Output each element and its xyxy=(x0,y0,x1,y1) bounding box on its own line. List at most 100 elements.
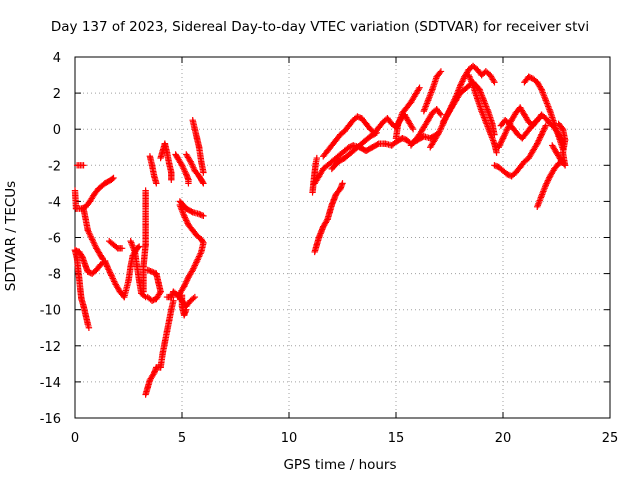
x-tick-label: 0 xyxy=(71,431,79,446)
data-point xyxy=(323,217,330,225)
data-point xyxy=(459,78,466,85)
data-point xyxy=(191,262,199,269)
data-point xyxy=(194,256,201,263)
data-point xyxy=(195,210,203,218)
data-point xyxy=(436,128,443,135)
data-point xyxy=(181,214,189,221)
data-point xyxy=(180,165,187,172)
data-point xyxy=(144,266,151,274)
plot-frame xyxy=(74,56,611,419)
data-point xyxy=(105,266,112,273)
data-point xyxy=(192,260,199,268)
data-point xyxy=(536,135,543,143)
data-point xyxy=(183,306,190,313)
data-point xyxy=(185,180,192,187)
data-point xyxy=(200,212,207,220)
data-point xyxy=(537,84,544,92)
data-point xyxy=(110,276,117,284)
data-point xyxy=(491,79,498,86)
y-tick-label: -4 xyxy=(48,195,61,210)
data-point xyxy=(495,144,502,151)
y-axis-label: SDTVAR / TECUs xyxy=(3,180,19,292)
data-point xyxy=(539,129,546,137)
data-point xyxy=(526,74,534,81)
data-point xyxy=(84,268,92,275)
data-point xyxy=(496,142,503,149)
data-point xyxy=(457,82,464,90)
data-point xyxy=(199,178,206,186)
data-point xyxy=(536,115,543,122)
data-point xyxy=(525,73,532,81)
data-point xyxy=(541,123,549,131)
data-point xyxy=(492,162,500,170)
data-point xyxy=(499,136,506,143)
data-point xyxy=(107,270,114,278)
data-point xyxy=(504,126,511,133)
data-point xyxy=(542,181,549,189)
data-point xyxy=(409,126,417,133)
y-tick-label: -14 xyxy=(40,376,61,391)
data-point xyxy=(543,180,550,187)
data-point xyxy=(183,218,191,226)
data-point xyxy=(355,113,363,121)
data-point xyxy=(188,159,195,167)
data-point xyxy=(85,228,92,235)
data-point xyxy=(195,253,203,260)
data-point xyxy=(183,277,191,284)
data-point xyxy=(181,168,189,175)
data-point xyxy=(502,129,510,136)
data-point xyxy=(496,141,504,148)
data-point xyxy=(541,125,548,132)
data-point xyxy=(183,278,190,285)
data-point xyxy=(196,251,204,259)
data-point xyxy=(539,128,547,135)
data-point xyxy=(416,84,423,91)
data-point xyxy=(136,243,143,250)
data-point xyxy=(145,295,153,302)
data-point xyxy=(150,296,157,304)
x-axis-label: GPS time / hours xyxy=(283,457,397,473)
data-point xyxy=(198,248,205,256)
data-point xyxy=(179,163,186,171)
data-point xyxy=(537,132,545,140)
data-point xyxy=(103,263,111,270)
data-point xyxy=(457,81,465,88)
data-point xyxy=(538,131,545,138)
data-point xyxy=(193,259,200,266)
data-point xyxy=(180,212,188,220)
data-point xyxy=(108,272,115,279)
data-point xyxy=(439,122,446,129)
data-point xyxy=(99,255,107,263)
data-point xyxy=(188,161,196,168)
y-tick-label: 0 xyxy=(53,123,61,138)
data-point xyxy=(354,113,361,120)
data-point xyxy=(544,178,551,186)
data-point xyxy=(200,180,207,187)
data-point xyxy=(142,187,149,194)
data-point xyxy=(109,175,116,183)
data-point xyxy=(153,295,160,303)
data-point xyxy=(195,254,202,262)
data-point xyxy=(187,158,194,165)
data-point xyxy=(497,139,505,146)
data-point xyxy=(144,293,151,301)
data-point xyxy=(313,154,321,162)
data-point xyxy=(191,293,199,301)
data-point xyxy=(536,134,544,141)
data-point xyxy=(501,130,509,137)
data-point xyxy=(88,236,96,243)
data-point xyxy=(185,274,192,281)
data-point xyxy=(182,215,189,223)
x-tick-label: 20 xyxy=(495,431,512,446)
chart-title: Day 137 of 2023, Sidereal Day-to-day VTE… xyxy=(50,19,590,35)
data-point xyxy=(534,116,542,123)
data-point xyxy=(436,110,444,117)
data-point xyxy=(113,243,120,251)
data-point xyxy=(153,180,160,187)
y-tick-label: -6 xyxy=(48,232,61,247)
data-point xyxy=(415,85,422,93)
data-point xyxy=(168,176,175,183)
data-point xyxy=(339,180,346,187)
